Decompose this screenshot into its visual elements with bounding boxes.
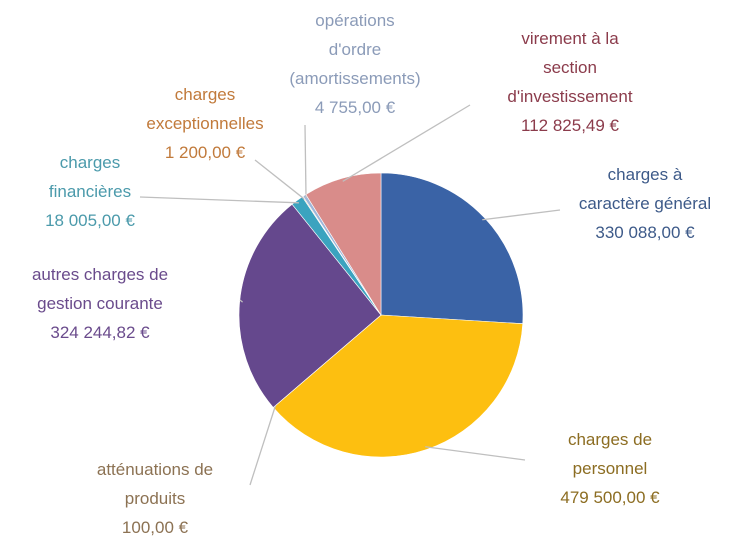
leader-line bbox=[239, 299, 244, 303]
leader-line bbox=[249, 405, 277, 486]
value-label: 100,00 € bbox=[121, 518, 189, 537]
slice-label: autres charges de gestion courante 324 24… bbox=[0, 260, 200, 347]
value-label: 112 825,49 € bbox=[521, 116, 619, 135]
leader-line bbox=[482, 209, 561, 221]
category-name: charges exceptionnelles bbox=[146, 85, 264, 133]
leader-line bbox=[342, 104, 471, 182]
pie-slice bbox=[305, 172, 382, 317]
slice-label: virement à la section d'investissement 11… bbox=[470, 24, 670, 140]
slice-label: charges à caractère général 330 088,00 € bbox=[545, 160, 737, 247]
value-label: 1 200,00 € bbox=[164, 143, 246, 162]
slice-label: charges exceptionnelles 1 200,00 € bbox=[130, 80, 280, 167]
value-label: 330 088,00 € bbox=[595, 223, 695, 242]
value-label: 18 005,00 € bbox=[45, 211, 135, 230]
leader-line bbox=[139, 196, 299, 204]
pie-slice bbox=[238, 203, 382, 408]
category-name: autres charges de gestion courante bbox=[31, 265, 169, 313]
slice-label: charges de personnel 479 500,00 € bbox=[530, 425, 690, 512]
slice-label: charges financières 18 005,00 € bbox=[10, 148, 170, 235]
slice-label: opérations d'ordre (amortissements) 4 755… bbox=[265, 6, 445, 122]
leader-line bbox=[304, 124, 307, 198]
category-name: charges financières bbox=[48, 153, 132, 201]
value-label: 479 500,00 € bbox=[560, 488, 660, 507]
leader-line bbox=[425, 446, 526, 461]
category-name: virement à la section d'investissement bbox=[507, 29, 633, 106]
pie-slice bbox=[272, 314, 524, 458]
slice-label: atténuations de produits 100,00 € bbox=[65, 455, 245, 539]
value-label: 4 755,00 € bbox=[314, 98, 396, 117]
category-name: atténuations de produits bbox=[96, 460, 214, 508]
category-name: charges de personnel bbox=[567, 430, 653, 478]
pie-slice bbox=[380, 172, 524, 325]
category-name: charges à caractère général bbox=[578, 165, 712, 213]
value-label: 324 244,82 € bbox=[50, 323, 150, 342]
leader-line bbox=[254, 159, 305, 200]
category-name: opérations d'ordre (amortissements) bbox=[289, 11, 421, 88]
